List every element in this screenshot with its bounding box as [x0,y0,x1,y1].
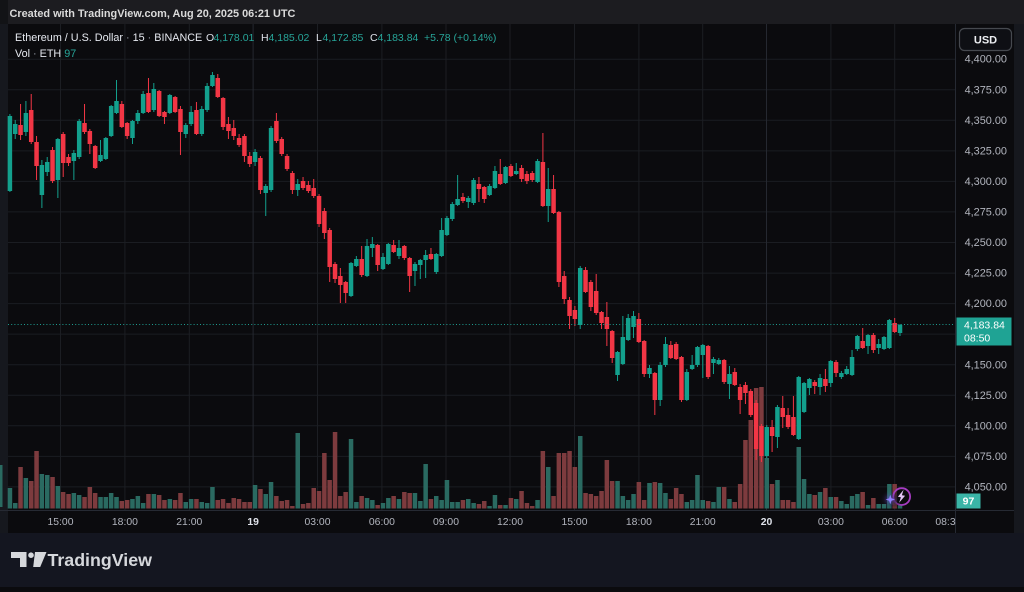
svg-text:08:50: 08:50 [964,333,990,345]
svg-text:4,300.00: 4,300.00 [965,176,1007,188]
svg-text:97: 97 [963,496,975,508]
svg-text:USD: USD [974,35,997,47]
svg-text:09:00: 09:00 [433,517,459,528]
svg-text:4,375.00: 4,375.00 [965,84,1007,96]
svg-text:06:00: 06:00 [369,517,395,528]
svg-text:Created with TradingView.com,: Created with TradingView.com, Aug 20, 20… [10,8,296,20]
svg-text:4,225.00: 4,225.00 [965,268,1007,280]
svg-text:15:00: 15:00 [561,517,587,528]
svg-text:06:00: 06:00 [882,517,908,528]
svg-text:4,075.00: 4,075.00 [965,451,1007,463]
svg-text:20: 20 [761,517,773,528]
svg-text:15:00: 15:00 [47,517,73,528]
svg-text:4,200.00: 4,200.00 [965,298,1007,310]
svg-text:21:00: 21:00 [176,517,202,528]
svg-text:03:00: 03:00 [304,517,330,528]
svg-text:4,350.00: 4,350.00 [965,115,1007,127]
svg-text:18:00: 18:00 [112,517,138,528]
svg-text:TradingView: TradingView [48,550,153,570]
svg-text:4,325.00: 4,325.00 [965,146,1007,158]
svg-text:12:00: 12:00 [497,517,523,528]
svg-text:4,100.00: 4,100.00 [965,420,1007,432]
svg-text:4,183.84: 4,183.84 [964,320,1005,332]
svg-text:08:3: 08:3 [935,517,955,528]
svg-text:Vol · ETH 97: Vol · ETH 97 [15,48,76,60]
svg-text:18:00: 18:00 [626,517,652,528]
svg-text:4,275.00: 4,275.00 [965,207,1007,219]
svg-text:4,125.00: 4,125.00 [965,390,1007,402]
svg-text:21:00: 21:00 [690,517,716,528]
svg-text:19: 19 [247,517,259,528]
svg-text:4,050.00: 4,050.00 [965,482,1007,494]
svg-text:4,400.00: 4,400.00 [965,54,1007,66]
svg-text:4,250.00: 4,250.00 [965,237,1007,249]
svg-text:Ethereum / U.S. Dollar · 15 ·: Ethereum / U.S. Dollar · 15 · BINANCE [15,32,202,44]
svg-text:4,150.00: 4,150.00 [965,359,1007,371]
svg-text:03:00: 03:00 [818,517,844,528]
